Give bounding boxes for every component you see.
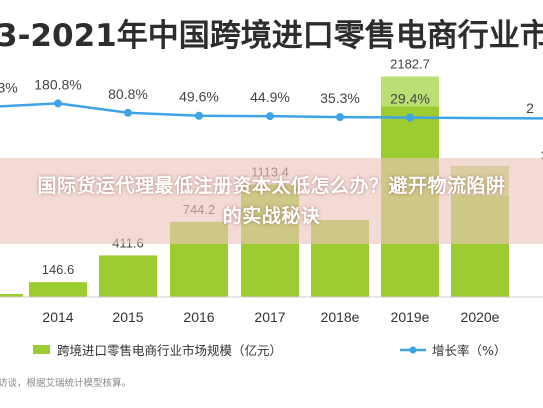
bar-3: [0, 294, 23, 297]
legend-line-label: 增长率（%）: [432, 343, 506, 358]
x-tick-2015: 2015: [112, 309, 143, 325]
growth-label-2019e: 29.4%: [390, 91, 430, 107]
growth-point-2014: [54, 99, 62, 108]
legend-bar-label: 跨境进口零售电商行业市场规模（亿元）: [57, 343, 282, 358]
growth-label-2014: 180.8%: [34, 76, 81, 92]
growth-point-2018e: [336, 113, 344, 122]
x-tick-2014: 2014: [42, 309, 73, 325]
bar-value-label-2019e: 2182.7: [390, 57, 430, 72]
growth-label-2015: 80.8%: [108, 86, 148, 102]
legend-line-marker: [409, 346, 417, 354]
growth-line-series: 145.3% 180.8% 80.8% 49.6% 44.9% 35.3% 29.4% 2: [0, 76, 543, 122]
growth-line: [0, 102, 543, 120]
growth-point-2017: [266, 112, 274, 121]
growth-label-3: 145.3%: [0, 80, 18, 96]
growth-point-2019e: [406, 113, 414, 122]
x-tick-2018e: 2018e: [321, 309, 360, 325]
growth-label-2016: 49.6%: [179, 89, 219, 105]
x-tick-2016: 2016: [183, 309, 214, 325]
legend-bar-swatch: [33, 345, 50, 354]
growth-point-2015: [124, 108, 132, 117]
growth-label-2020e: 2: [526, 100, 534, 116]
bar-2015: [99, 255, 157, 297]
bar-value-label-2: 35: [541, 148, 543, 163]
growth-point-2016: [195, 111, 203, 120]
legend: 跨境进口零售电商行业市场规模（亿元） 增长率（%）: [33, 343, 506, 358]
chart-title: 3-2021年中国跨境进口零售电商行业市场: [0, 18, 543, 54]
bar-2014: [29, 282, 87, 297]
growth-label-2017: 44.9%: [250, 89, 290, 105]
bar-highlight-2019e: [381, 76, 439, 107]
source-footnote: 访谈，根据艾瑞统计模型核算。: [0, 377, 131, 389]
x-tick-2019e: 2019e: [391, 309, 430, 325]
overlay-banner-text: 国际货运代理最低注册资本太低怎么办？避开物流陷阱的实战秘诀: [37, 175, 506, 227]
x-tick-2020e: 2020e: [461, 309, 500, 325]
growth-label-2018e: 35.3%: [320, 90, 360, 106]
x-tick-2017: 2017: [254, 309, 285, 325]
overlay-banner: 国际货运代理最低注册资本太低怎么办？避开物流陷阱的实战秘诀: [0, 158, 543, 244]
bar-value-label-2014: 146.6: [42, 262, 75, 277]
x-axis-ticks: 320142015201620172018e2019e2020e2: [42, 309, 500, 325]
